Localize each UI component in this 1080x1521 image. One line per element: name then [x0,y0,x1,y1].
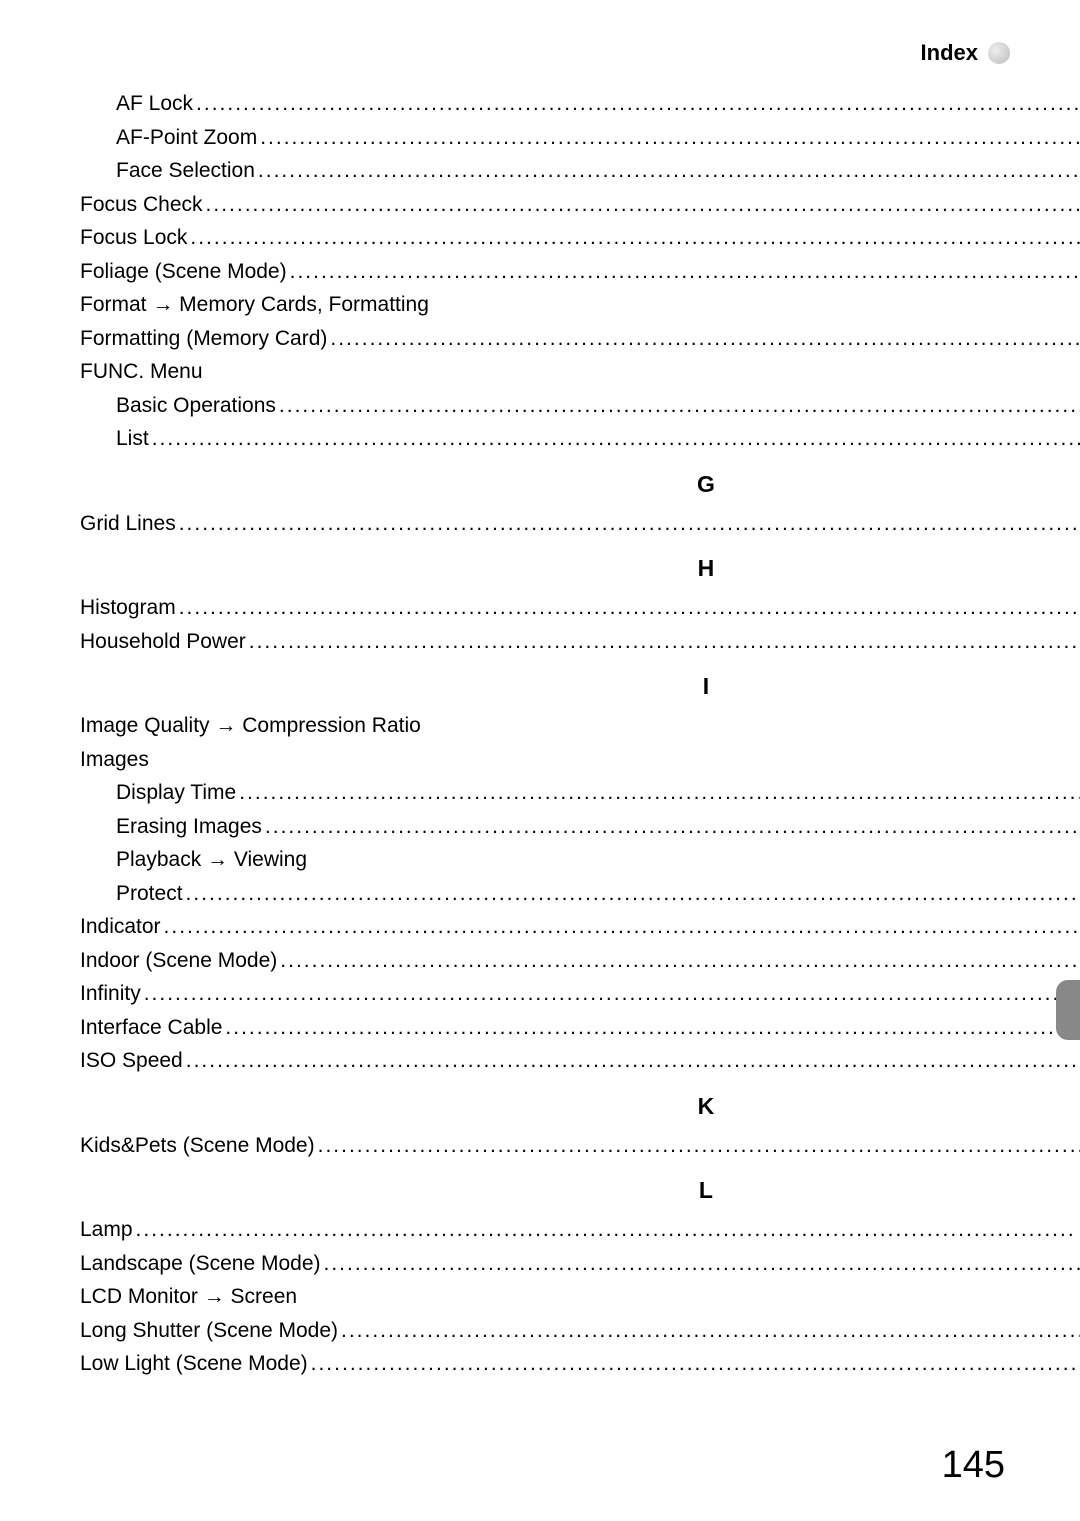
index-entry: Format → Memory Cards, Formatting [80,289,1080,321]
leader-dots [341,1315,1080,1347]
index-entry: Playback → Viewing [80,844,1080,876]
entry-text: Grid Lines [80,508,176,540]
entry-text: Histogram [80,592,176,624]
index-entry: List134 [80,423,1080,455]
side-tab [1056,980,1080,1040]
page-number: 145 [942,1444,1005,1487]
index-entry: Display Time122 [80,777,1080,809]
leader-dots [179,592,1080,624]
index-entry: Landscape (Scene Mode)54 [80,1248,1080,1280]
page-header: Index [80,40,1010,66]
entry-text: Formatting (Memory Card) [80,323,327,355]
section-letter: K [80,1093,1080,1120]
leader-dots [324,1248,1080,1280]
index-entry: ISO Speed71 [80,1045,1080,1077]
leader-dots [144,978,1080,1010]
entry-text: Protect [116,878,183,910]
index-entry: LCD Monitor → Screen [80,1281,1080,1313]
index-entry: Focus Lock76 [80,222,1080,254]
leader-dots [190,222,1080,254]
index-entry: Long Shutter (Scene Mode)84 [80,1315,1080,1347]
leader-dots [249,626,1080,658]
index-entry: Interface Cable2 [80,1012,1080,1044]
index-entry: Low Light (Scene Mode)56 [80,1348,1080,1380]
entry-text: Format → Memory Cards, Formatting [80,289,429,321]
entry-text: Display Time [116,777,236,809]
leader-dots [279,390,1080,422]
entry-text: LCD Monitor → Screen [80,1281,297,1313]
index-entry: AF Lock81 [80,88,1080,120]
leader-dots [311,1348,1080,1380]
leader-dots [260,122,1080,154]
section-letter: H [80,555,1080,582]
entry-text: Foliage (Scene Mode) [80,256,287,288]
header-title: Index [921,40,978,66]
index-entry: Foliage (Scene Mode)56 [80,256,1080,288]
leader-dots [239,777,1080,809]
index-entry: Infinity68 [80,978,1080,1010]
leader-dots [330,323,1080,355]
entry-text: Indicator [80,911,161,943]
index-entry: Kids&Pets (Scene Mode)54 [80,1130,1080,1162]
entry-text: Playback → Viewing [116,844,307,876]
entry-text: Long Shutter (Scene Mode) [80,1315,338,1347]
entry-text: Basic Operations [116,390,276,422]
index-entry: Images [80,744,1080,776]
entry-text: Household Power [80,626,246,658]
index-entry: Indicator43 [80,911,1080,943]
index-entry: Face Selection80 [80,155,1080,187]
entry-text: Low Light (Scene Mode) [80,1348,308,1380]
leader-dots [290,256,1080,288]
section-letter: L [80,1177,1080,1204]
section-letter: I [80,673,1080,700]
entry-text: Face Selection [116,155,255,187]
index-entry: FUNC. Menu [80,356,1080,388]
entry-text: Landscape (Scene Mode) [80,1248,321,1280]
index-entry: Image Quality → Compression Ratio [80,710,1080,742]
entry-text: Lamp [80,1214,133,1246]
leader-dots [179,508,1080,540]
index-entry: Basic Operations46 [80,390,1080,422]
entry-text: Erasing Images [116,811,262,843]
entry-text: Indoor (Scene Mode) [80,945,277,977]
entry-text: Images [80,744,149,776]
index-entry: Histogram45 [80,592,1080,624]
leader-dots [196,88,1080,120]
entry-text: List [116,423,149,455]
leader-dots [152,423,1080,455]
left-column: AF Lock81AF-Point Zoom79Face Selection80… [80,86,1080,1398]
entry-text: Interface Cable [80,1012,222,1044]
entry-text: Kids&Pets (Scene Mode) [80,1130,315,1162]
entry-text: Focus Check [80,189,203,221]
index-entry: Formatting (Memory Card)22, 51 [80,323,1080,355]
entry-text: AF Lock [116,88,193,120]
entry-text: Image Quality → Compression Ratio [80,710,421,742]
leader-dots [318,1130,1080,1162]
header-dot-icon [988,42,1010,64]
leader-dots [164,911,1080,943]
entry-text: FUNC. Menu [80,356,203,388]
index-entry: Focus Check95 [80,189,1080,221]
index-entry: Grid Lines123 [80,508,1080,540]
leader-dots [265,811,1080,843]
entry-text: ISO Speed [80,1045,183,1077]
leader-dots [258,155,1080,187]
entry-text: Focus Lock [80,222,187,254]
leader-dots [186,1045,1080,1077]
leader-dots [186,878,1080,910]
entry-text: Infinity [80,978,141,1010]
leader-dots [280,945,1080,977]
index-columns: AF Lock81AF-Point Zoom79Face Selection80… [80,86,1010,1398]
index-entry: Protect98 [80,878,1080,910]
index-entry: Erasing Images28, 101 [80,811,1080,843]
index-entry: Lamp42, 62, 121, 122 [80,1214,1080,1246]
index-entry: AF-Point Zoom79 [80,122,1080,154]
leader-dots [206,189,1080,221]
index-entry: Household Power126 [80,626,1080,658]
section-letter: G [80,471,1080,498]
index-entry: Indoor (Scene Mode)55 [80,945,1080,977]
entry-text: AF-Point Zoom [116,122,257,154]
leader-dots [225,1012,1080,1044]
leader-dots [136,1214,1080,1246]
